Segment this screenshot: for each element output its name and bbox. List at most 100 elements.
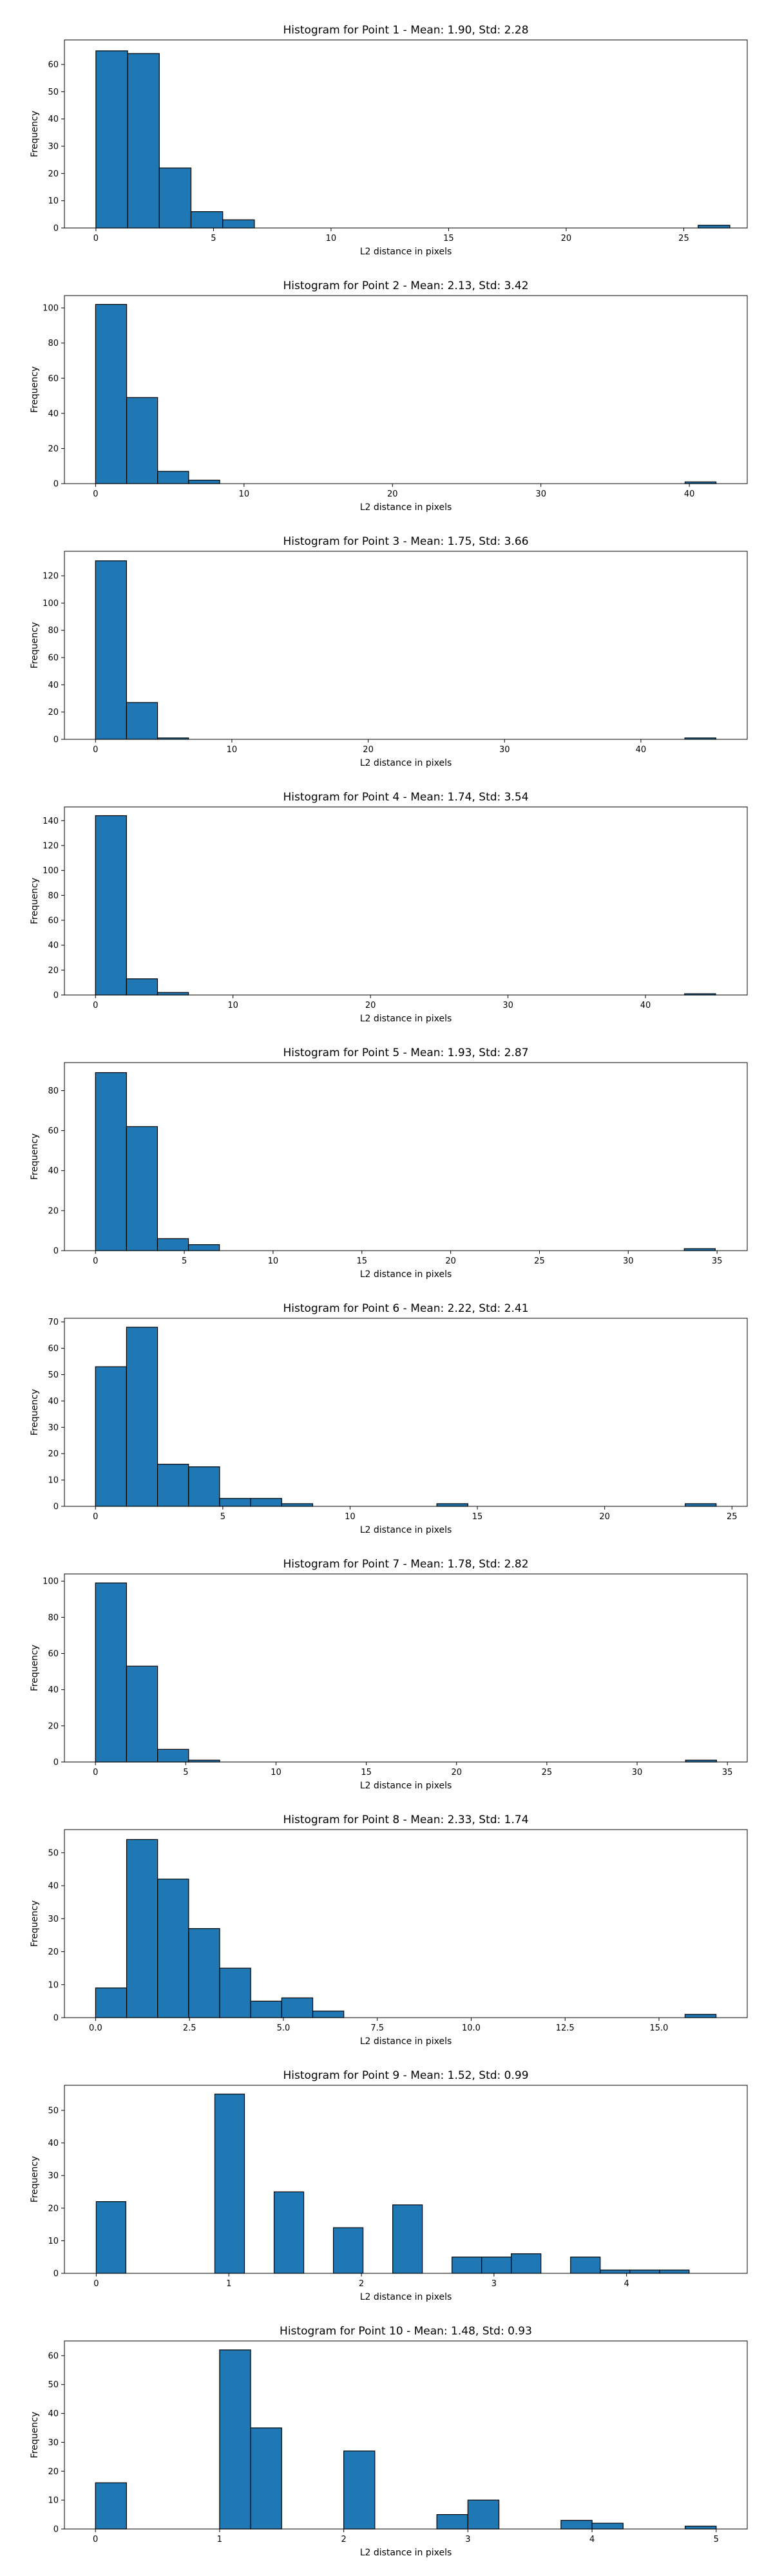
y-tick-label: 20	[48, 708, 59, 717]
x-tick-label: 5	[183, 1768, 188, 1777]
x-tick-label: 0.0	[89, 2023, 102, 2033]
y-tick-label: 0	[53, 1247, 59, 1256]
y-axis-label: Frequency	[30, 366, 40, 413]
plot-frame	[64, 2085, 748, 2274]
x-tick-label: 2.5	[183, 2023, 196, 2033]
x-tick-label: 25	[727, 1512, 738, 1522]
x-tick-label: 5.0	[277, 2023, 291, 2033]
plot-frame	[64, 1829, 748, 2018]
histogram-bar	[273, 2191, 305, 2274]
y-tick-label: 30	[48, 2438, 59, 2448]
y-tick-label: 40	[48, 1685, 59, 1695]
histogram-bar	[157, 471, 189, 484]
histogram-bar	[95, 2482, 127, 2530]
x-tick-label: 7.5	[370, 2023, 384, 2033]
y-tick-label: 60	[48, 916, 59, 925]
chart-title: Histogram for Point 6 - Mean: 2.22, Std:…	[283, 1302, 528, 1315]
histogram-bar	[95, 560, 128, 740]
histogram-bar	[591, 2523, 624, 2530]
plot-frame	[64, 806, 748, 996]
y-tick-label: 60	[48, 1126, 59, 1136]
histogram-bar	[126, 1839, 158, 2018]
x-tick-label: 0	[93, 2279, 99, 2289]
histogram-panel-1: Histogram for Point 1 - Mean: 1.90, Std:…	[30, 24, 748, 257]
histogram-bar	[190, 211, 224, 229]
histogram-bar	[126, 1126, 158, 1251]
histogram-bar	[511, 2253, 542, 2274]
histogram-bar	[157, 1879, 189, 2018]
y-tick-label: 140	[43, 817, 59, 826]
y-tick-label: 0	[53, 1502, 59, 1512]
x-tick-label: 0	[93, 234, 99, 243]
histogram-bar	[126, 978, 158, 996]
histogram-bar	[219, 1498, 251, 1507]
y-tick-label: 60	[48, 1649, 59, 1659]
histogram-panel-5: Histogram for Point 5 - Mean: 1.93, Std:…	[30, 1046, 748, 1280]
x-tick-label: 15	[472, 1512, 483, 1522]
y-tick-label: 50	[48, 2106, 59, 2116]
y-tick-label: 20	[48, 966, 59, 976]
histogram-bar	[126, 702, 158, 740]
y-tick-label: 20	[48, 1947, 59, 1957]
histogram-bar	[600, 2269, 631, 2274]
x-tick-label: 15.0	[650, 2023, 669, 2033]
plot-frame	[64, 1318, 748, 1507]
y-tick-label: 10	[48, 1476, 59, 1486]
y-tick-label: 10	[48, 2237, 59, 2246]
x-tick-label: 20	[599, 1512, 610, 1522]
histogram-bar	[629, 2269, 660, 2274]
x-tick-label: 5	[182, 1256, 187, 1266]
y-tick-label: 80	[48, 339, 59, 348]
y-tick-label: 0	[53, 991, 59, 1001]
y-tick-label: 20	[48, 2467, 59, 2477]
histogram-bar	[281, 1503, 314, 1507]
x-tick-label: 0	[93, 1256, 98, 1266]
y-tick-label: 80	[48, 891, 59, 901]
x-tick-label: 0	[93, 2535, 98, 2544]
y-tick-label: 30	[48, 1915, 59, 1924]
x-tick-label: 5	[714, 2535, 719, 2544]
histogram-bar	[188, 1466, 220, 1507]
y-tick-label: 20	[48, 444, 59, 454]
plot-frame	[64, 1062, 748, 1251]
y-axis-label: Frequency	[30, 1645, 40, 1691]
x-tick-label: 4	[589, 2535, 595, 2544]
x-tick-label: 20	[365, 1001, 376, 1010]
plot-frame	[64, 295, 748, 484]
histogram-bar	[659, 2269, 690, 2274]
histogram-panel-4: Histogram for Point 4 - Mean: 1.74, Std:…	[30, 791, 748, 1024]
histogram-bar	[188, 1928, 220, 2018]
histogram-bar	[126, 1327, 158, 1507]
x-tick-label: 20	[387, 489, 398, 499]
x-axis-label: L2 distance in pixels	[360, 2548, 452, 2558]
y-axis-label: Frequency	[30, 2412, 40, 2458]
histogram-bar	[684, 2014, 717, 2018]
histogram-bar	[250, 1498, 282, 1507]
y-axis-label: Frequency	[30, 1389, 40, 1435]
histogram-bar	[452, 2257, 482, 2274]
y-tick-label: 40	[48, 1397, 59, 1406]
y-tick-label: 100	[43, 866, 59, 876]
histogram-bar	[95, 1582, 128, 1763]
histogram-bar	[222, 219, 255, 229]
histogram-bar	[95, 304, 128, 484]
x-axis-label: L2 distance in pixels	[360, 502, 452, 513]
histogram-bar	[560, 2519, 593, 2530]
histogram-bar	[157, 1238, 189, 1251]
x-tick-label: 25	[542, 1768, 553, 1777]
y-tick-label: 30	[48, 142, 59, 152]
chart-title: Histogram for Point 1 - Mean: 1.90, Std:…	[283, 24, 528, 37]
x-tick-label: 10	[326, 234, 337, 243]
histogram-bar	[126, 1665, 158, 1763]
x-axis-label: L2 distance in pixels	[360, 2036, 452, 2047]
chart-title: Histogram for Point 8 - Mean: 2.33, Std:…	[283, 1814, 528, 1826]
x-axis-label: L2 distance in pixels	[360, 1269, 452, 1280]
x-tick-label: 1	[226, 2279, 231, 2289]
x-tick-label: 15	[443, 234, 454, 243]
histogram-bar	[157, 1463, 189, 1507]
x-tick-label: 30	[535, 489, 546, 499]
histogram-bar	[685, 2525, 717, 2530]
chart-title: Histogram for Point 2 - Mean: 2.13, Std:…	[283, 279, 528, 292]
y-tick-label: 40	[48, 2409, 59, 2419]
